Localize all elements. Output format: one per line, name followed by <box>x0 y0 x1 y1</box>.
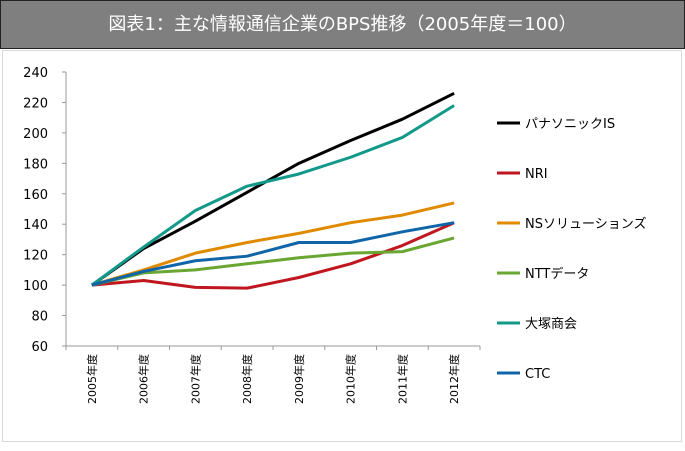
chart-title: 図表1：主な情報通信企業のBPS推移（2005年度＝100） <box>0 0 685 49</box>
legend-label: パナソニックIS <box>525 117 615 132</box>
x-tick-label: 2008年度 <box>240 354 254 404</box>
y-tick-label: 60 <box>31 340 48 355</box>
series-line-1 <box>91 221 455 290</box>
y-tick-label: 120 <box>23 249 48 264</box>
legend-label: CTC <box>525 367 550 382</box>
y-tick-label: 160 <box>23 188 48 203</box>
x-tick-label: 2011年度 <box>395 354 409 404</box>
legend-label: NSソリューションズ <box>525 216 646 232</box>
y-tick-label: 80 <box>31 310 48 325</box>
x-tick-label: 2006年度 <box>137 354 151 404</box>
series-line-0 <box>91 91 455 287</box>
x-tick-label: 2010年度 <box>344 354 358 404</box>
series-line-5 <box>91 221 455 287</box>
series-line-3 <box>91 236 455 287</box>
y-tick-label: 200 <box>23 127 48 142</box>
y-tick-label: 140 <box>23 218 48 233</box>
x-tick-label: 2009年度 <box>292 354 306 404</box>
y-tick-label: 240 <box>23 66 48 81</box>
chart-frame <box>2 50 682 442</box>
series-line-2 <box>91 201 455 287</box>
x-tick-label: 2005年度 <box>85 354 99 404</box>
legend-label: 大塚商会 <box>525 317 577 332</box>
series-line-4 <box>90 104 455 287</box>
y-tick-label: 180 <box>23 157 48 172</box>
legend-label: NRI <box>525 167 548 182</box>
legend-label: NTTデータ <box>525 266 589 282</box>
x-tick-label: 2007年度 <box>188 354 202 404</box>
x-tick-label: 2012年度 <box>447 354 461 404</box>
y-tick-label: 220 <box>23 96 48 111</box>
y-tick-label: 100 <box>23 279 48 294</box>
